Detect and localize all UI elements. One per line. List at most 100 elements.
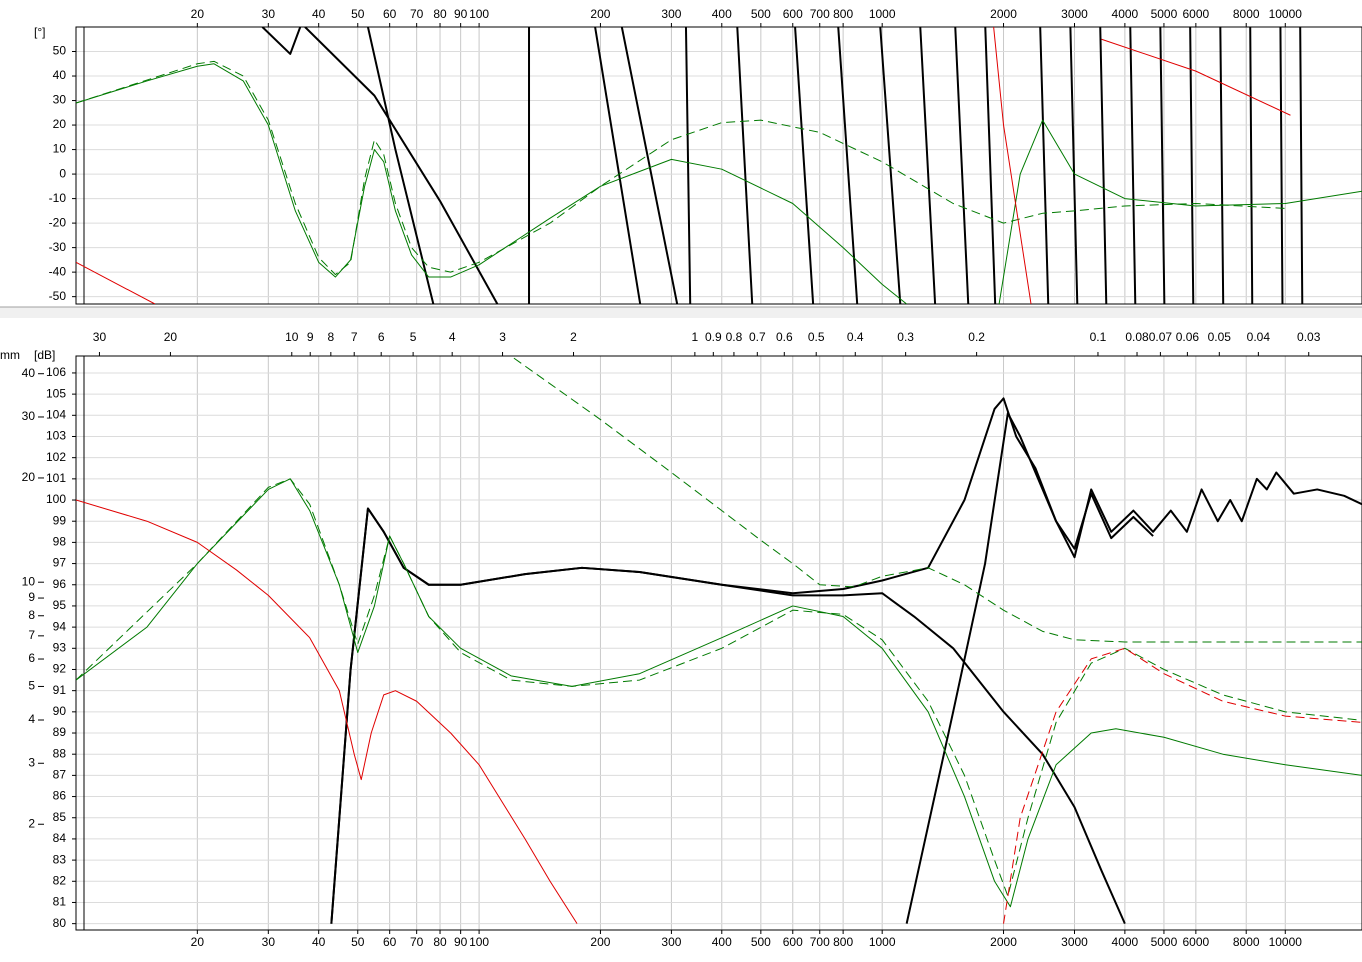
x-tick-label: 60	[383, 935, 397, 949]
y-tick-label: 30	[53, 93, 67, 107]
y2-tick-label: 8	[28, 608, 35, 622]
series-group	[76, 357, 1362, 925]
y-tick-label: 98	[53, 535, 67, 549]
y2-tick-label: 5	[28, 679, 35, 693]
series-line	[513, 357, 1362, 643]
x2-tick-label: 6	[378, 330, 385, 344]
x2-tick-label: 20	[164, 330, 178, 344]
y-tick-label: 91	[53, 683, 67, 697]
y2-tick-label: 2	[28, 816, 35, 830]
x-tick-label: 40	[312, 7, 326, 21]
x-tick-label: 200	[590, 935, 610, 949]
x-tick-label: 60	[383, 7, 397, 21]
y-tick-label: 85	[53, 810, 67, 824]
x-tick-label: 20	[191, 7, 205, 21]
x-tick-label: 70	[410, 935, 424, 949]
y-tick-label: -10	[49, 191, 67, 205]
x2-tick-label: 0.04	[1247, 330, 1271, 344]
y2-tick-label: 7	[28, 628, 35, 642]
y2-tick-label: 30	[22, 409, 36, 423]
x-tick-label: 30	[262, 935, 276, 949]
x2-tick-label: 2	[570, 330, 577, 344]
y-tick-label: 105	[46, 386, 66, 400]
x-tick-label: 500	[751, 7, 771, 21]
x-tick-label: 1000	[869, 7, 896, 21]
x2-tick-label: 0.06	[1176, 330, 1200, 344]
x-tick-label: 10000	[1269, 7, 1303, 21]
y-axis-label: [°]	[34, 25, 45, 39]
plot-frame	[75, 355, 1362, 931]
y2-tick-label: 6	[28, 651, 35, 665]
x2-tick-label: 0.08	[1125, 330, 1149, 344]
y-tick-label: 88	[53, 746, 67, 760]
x-tick-label: 90	[454, 7, 468, 21]
x2-tick-label: 0.3	[897, 330, 914, 344]
x-tick-label: 700	[810, 7, 830, 21]
y-tick-label: -20	[49, 215, 67, 229]
x-tick-label: 6000	[1183, 7, 1210, 21]
x-tick-label: 800	[833, 935, 853, 949]
y-tick-label: 99	[53, 513, 67, 527]
x-tick-label: 2000	[990, 7, 1017, 21]
plot-area: 20 30 40 50 60 70 80 90 100 200 300 400 500 600 700 800…	[49, 7, 1362, 305]
x-tick-label: 400	[712, 7, 732, 21]
panel-separator	[0, 307, 1362, 318]
x2-tick-label: 5	[410, 330, 417, 344]
x-tick-label: 20	[191, 935, 205, 949]
x-tick-label: 40	[312, 935, 326, 949]
series-line	[261, 27, 1304, 304]
series-line	[905, 412, 1154, 924]
y-tick-label: 0	[59, 166, 66, 180]
x-tick-label: 8000	[1233, 935, 1260, 949]
x-tick-label: 3000	[1061, 935, 1088, 949]
x-tick-label: 300	[661, 935, 681, 949]
y2-tick-label: 20	[22, 470, 36, 484]
y-tick-label: 97	[53, 556, 67, 570]
y-tick-label: 84	[53, 831, 67, 845]
x2-tick-label: 0.5	[808, 330, 825, 344]
series-line	[76, 499, 578, 924]
y-tick-label: 95	[53, 598, 67, 612]
y-tick-label: -30	[49, 240, 67, 254]
y-tick-label: 50	[53, 44, 67, 58]
x2-tick-label: 0.9	[705, 330, 722, 344]
series-line	[1003, 647, 1362, 924]
y-tick-label: 40	[53, 68, 67, 82]
series-line	[76, 63, 1362, 304]
x-tick-label: 4000	[1112, 935, 1139, 949]
y-tick-label: 104	[46, 407, 66, 421]
x-tick-label: 8000	[1233, 7, 1260, 21]
y-tick-label: 10	[53, 142, 67, 156]
x2-tick-label: 0.6	[776, 330, 793, 344]
y-tick-label: 80	[53, 916, 67, 930]
y-tick-label: 96	[53, 577, 67, 591]
x-tick-label: 100	[469, 935, 489, 949]
x-tick-label: 5000	[1151, 7, 1178, 21]
x2-tick-label: 30	[93, 330, 107, 344]
x-tick-label: 50	[351, 935, 365, 949]
x-tick-label: 4000	[1112, 7, 1139, 21]
x2-tick-label: 0.05	[1208, 330, 1232, 344]
x2-tick-label: 0.1	[1090, 330, 1107, 344]
x-tick-label: 80	[433, 7, 447, 21]
y-tick-label: -40	[49, 264, 67, 278]
y-tick-label: 92	[53, 662, 67, 676]
x-tick-label: 3000	[1061, 7, 1088, 21]
x-tick-label: 200	[590, 7, 610, 21]
x-tick-label: 2000	[990, 935, 1017, 949]
series-line	[330, 507, 1126, 925]
x-tick-label: 300	[661, 7, 681, 21]
x2-tick-label: 10	[285, 330, 299, 344]
y2-tick-label: 9	[28, 590, 35, 604]
y-tick-label: 100	[46, 492, 66, 506]
plot-frame	[75, 26, 1362, 305]
x2-tick-label: 1	[692, 330, 699, 344]
x-tick-label: 10000	[1269, 935, 1303, 949]
x-tick-label: 50	[351, 7, 365, 21]
x-tick-label: 6000	[1183, 935, 1210, 949]
x-tick-label: 600	[783, 935, 803, 949]
y-tick-label: 90	[53, 704, 67, 718]
x2-tick-label: 0.7	[749, 330, 766, 344]
